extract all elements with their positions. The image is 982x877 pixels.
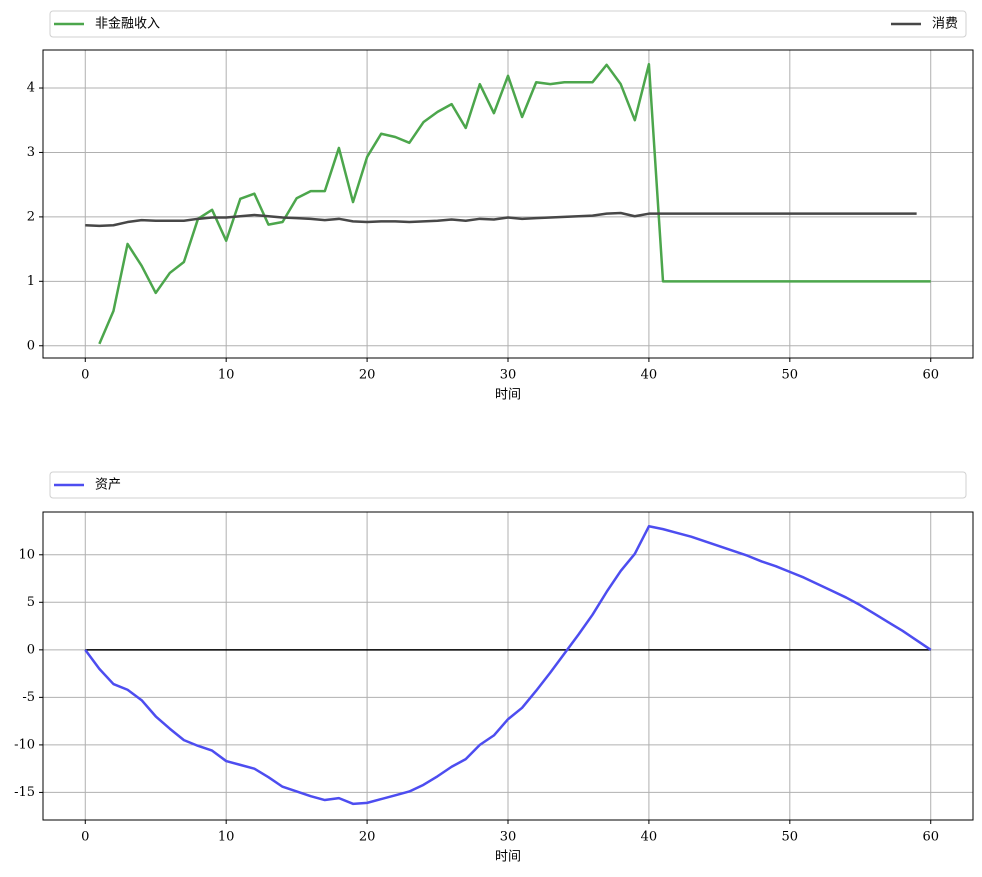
legend: 资产	[49, 471, 967, 499]
data-line	[84, 525, 932, 806]
y-tick-label: 10	[18, 547, 35, 562]
y-tick-label: 2	[27, 209, 35, 224]
y-tick-label: 3	[27, 145, 35, 160]
subplot: 0 10 20 30 40 50 60 -15 -10 -5 0 5 10 时间 资产	[14, 471, 974, 865]
y-tick-label: 0	[27, 338, 35, 353]
y-tick-label: -5	[22, 690, 35, 705]
y-tick-label: -15	[14, 785, 35, 800]
x-tick-label: 60	[922, 368, 939, 383]
data-line	[98, 62, 931, 345]
x-tick-label: 50	[782, 368, 799, 383]
axes-frame	[42, 511, 974, 821]
x-tick-label: 60	[922, 830, 939, 845]
legend-label: 资产	[95, 478, 121, 493]
y-tick-label: 5	[27, 595, 35, 610]
x-axis-label: 时间	[495, 850, 521, 865]
legend-label: 消费	[932, 17, 958, 32]
axes-frame	[42, 49, 974, 359]
x-tick-label: 40	[641, 830, 658, 845]
x-tick-label: 20	[359, 830, 376, 845]
x-tick-label: 40	[641, 368, 658, 383]
legend-label: 非金融收入	[95, 16, 160, 32]
x-tick-label: 30	[500, 368, 517, 383]
x-tick-label: 10	[218, 368, 235, 383]
x-tick-label: 10	[218, 830, 235, 845]
x-axis-label: 时间	[495, 388, 521, 403]
x-tick-label: 0	[81, 830, 89, 845]
legend-box	[49, 471, 967, 499]
x-tick-label: 30	[500, 830, 517, 845]
x-tick-label: 20	[359, 368, 376, 383]
data-line	[85, 211, 917, 228]
y-tick-label: 1	[27, 274, 35, 289]
y-tick-label: -10	[14, 737, 35, 752]
legend-box	[49, 10, 967, 38]
y-tick-label: 4	[27, 81, 35, 96]
x-tick-label: 0	[81, 368, 89, 383]
subplot: 0 10 20 30 40 50 60 0 1 2 3 4 时间 非金融收入 消费	[27, 10, 974, 403]
y-tick-label: 0	[27, 642, 35, 657]
legend: 非金融收入 消费	[49, 10, 967, 38]
x-tick-label: 50	[782, 830, 799, 845]
